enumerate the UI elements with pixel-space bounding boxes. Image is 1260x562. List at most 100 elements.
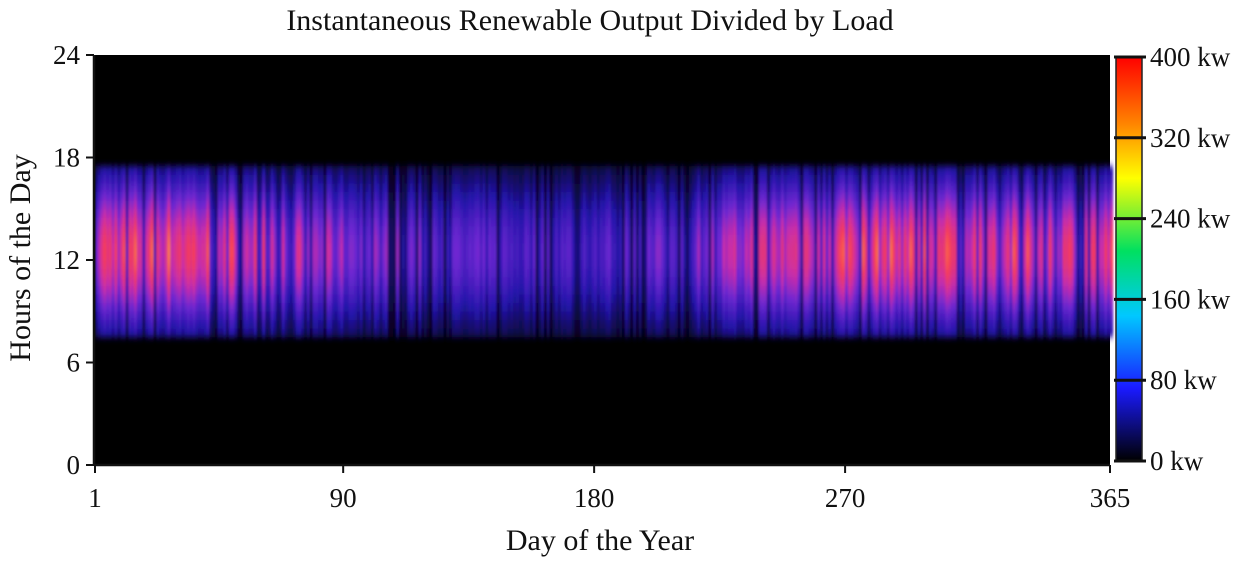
heat-cell — [594, 174, 598, 184]
heat-cell — [418, 285, 422, 295]
heat-cell — [195, 234, 199, 244]
heat-cell — [574, 268, 578, 278]
heat-cell — [184, 217, 188, 227]
heat-cell — [145, 200, 149, 210]
heat-cell — [323, 166, 327, 175]
heat-cell — [371, 277, 375, 287]
heat-cell — [178, 302, 182, 312]
heat-cell — [532, 268, 536, 278]
heat-cell — [245, 311, 249, 321]
heat-cell — [635, 302, 640, 312]
heat-cell — [630, 311, 634, 321]
heat-cell — [457, 174, 461, 184]
heat-cell — [608, 294, 612, 304]
heat-cell — [775, 277, 779, 287]
heat-cell — [270, 234, 274, 244]
heat-cell — [638, 174, 642, 184]
heat-cell — [594, 319, 598, 329]
heat-cell — [385, 174, 389, 184]
heat-cell — [173, 302, 177, 312]
heat-cell — [393, 319, 397, 329]
heat-cell — [410, 191, 414, 201]
heat-cell — [496, 242, 500, 252]
heat-cell — [284, 234, 288, 244]
heat-cell — [382, 191, 386, 201]
heat-cell — [669, 311, 673, 321]
heat-cell — [457, 225, 461, 235]
heat-cell — [267, 277, 272, 287]
heat-cell — [209, 234, 213, 244]
heat-cell — [362, 260, 366, 269]
heat-cell — [226, 268, 230, 278]
heat-cell — [705, 294, 709, 304]
heat-cell — [178, 251, 182, 261]
heat-cell — [744, 260, 748, 269]
heat-cell — [543, 234, 548, 244]
heat-cell — [714, 268, 718, 278]
heat-cell — [108, 277, 113, 287]
heat-cell — [318, 328, 322, 338]
heat-cell — [697, 328, 701, 338]
heat-cell — [312, 191, 316, 201]
heat-cell — [429, 191, 433, 201]
heat-cell — [245, 260, 249, 269]
heat-cell — [270, 260, 274, 269]
heat-cell — [175, 174, 180, 184]
heat-cell — [181, 174, 185, 184]
heat-cell — [468, 319, 472, 329]
heat-cell — [780, 294, 785, 304]
heat-cell — [410, 242, 414, 252]
heat-cell — [298, 234, 302, 244]
heat-cell — [761, 225, 765, 235]
heat-cell — [354, 311, 358, 321]
heat-cell — [320, 208, 325, 218]
heat-cell — [477, 311, 481, 321]
heat-cell — [691, 191, 695, 201]
heat-cell — [371, 311, 375, 321]
heat-cell — [276, 234, 280, 244]
heat-cell — [329, 328, 333, 338]
heat-cell — [147, 208, 152, 218]
heat-cell — [371, 268, 375, 278]
heat-cell — [677, 319, 681, 329]
heat-cell — [323, 302, 327, 312]
heat-cell — [758, 183, 762, 193]
heat-cell — [228, 174, 233, 184]
heat-cell — [647, 234, 651, 244]
heat-cell — [463, 311, 467, 321]
heat-cell — [200, 328, 205, 338]
heat-cell — [404, 183, 408, 193]
heat-cell — [443, 191, 447, 201]
heat-cell — [541, 217, 545, 227]
heat-cell — [585, 311, 589, 321]
heat-cell — [323, 260, 327, 269]
heat-cell — [647, 328, 651, 338]
heat-cell — [273, 200, 277, 210]
heat-cell — [253, 251, 258, 261]
heat-cell — [677, 277, 681, 287]
heat-cell — [437, 277, 442, 287]
heat-cell — [769, 242, 773, 252]
heat-cell — [513, 200, 517, 210]
heat-cell — [700, 234, 704, 244]
heat-cell — [499, 166, 503, 175]
heat-cell — [443, 328, 447, 338]
heat-cell — [638, 268, 642, 278]
heat-cell — [708, 277, 712, 287]
heat-cell — [440, 242, 444, 252]
heat-cell — [613, 294, 617, 304]
heat-cell — [150, 268, 154, 278]
heat-cell — [440, 217, 444, 227]
heat-cell — [616, 200, 620, 210]
heat-cell — [153, 311, 157, 321]
heat-cell — [493, 328, 497, 338]
heat-cell — [287, 328, 291, 338]
heat-cell — [449, 183, 453, 193]
heat-cell — [329, 319, 333, 329]
heat-cell — [287, 311, 291, 321]
heat-cell — [200, 277, 205, 287]
heat-cell — [725, 311, 729, 321]
heat-cell — [240, 294, 244, 304]
heat-cell — [482, 260, 486, 269]
heat-cell — [702, 319, 707, 329]
